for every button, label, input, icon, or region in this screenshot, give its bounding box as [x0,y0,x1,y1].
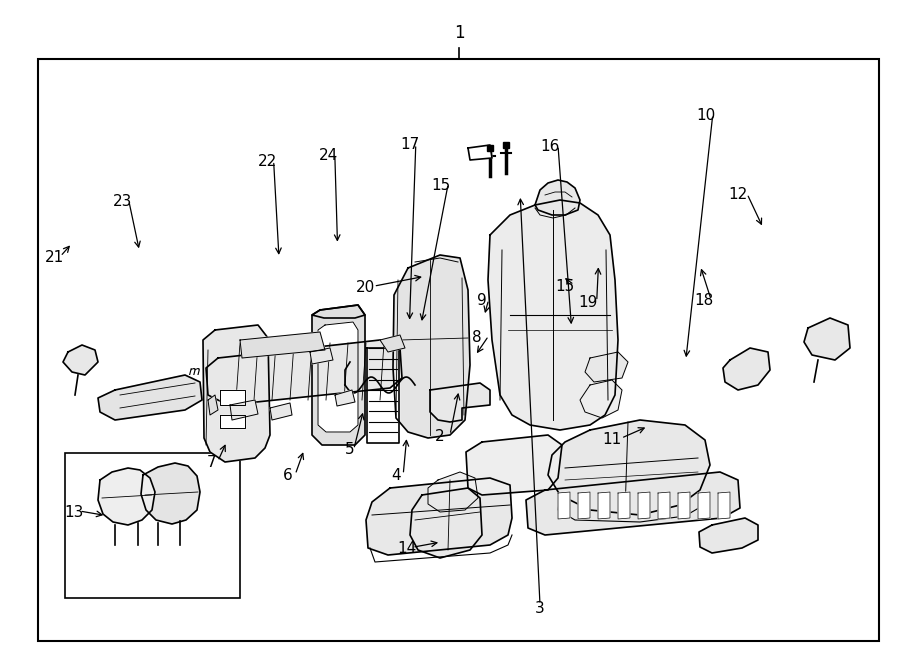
Polygon shape [393,255,470,438]
Text: 24: 24 [319,148,338,163]
Polygon shape [526,472,740,535]
Polygon shape [203,325,270,462]
Polygon shape [98,468,155,525]
Polygon shape [718,492,730,519]
Text: 13: 13 [64,505,84,520]
Text: 2: 2 [435,429,444,444]
Polygon shape [410,488,482,558]
Text: 3: 3 [536,601,544,615]
Text: 5: 5 [345,442,354,457]
Polygon shape [98,375,202,420]
Polygon shape [678,492,690,519]
Text: 15: 15 [431,178,451,192]
Text: 11: 11 [602,432,622,447]
Text: 23: 23 [112,194,132,209]
Polygon shape [558,492,570,519]
Polygon shape [428,472,478,512]
Text: 18: 18 [694,293,714,308]
Polygon shape [208,395,218,415]
Text: 14: 14 [397,541,417,556]
Polygon shape [240,332,325,358]
Polygon shape [585,352,628,382]
Text: 8: 8 [472,330,482,344]
Text: $\mathcal{m}$: $\mathcal{m}$ [186,363,201,377]
Text: 17: 17 [400,137,419,151]
Text: 19: 19 [578,295,598,310]
Text: 10: 10 [696,108,716,123]
Polygon shape [206,340,402,405]
Text: 20: 20 [356,280,375,295]
Polygon shape [578,492,590,519]
Text: 15: 15 [555,279,575,293]
Text: 21: 21 [44,251,64,265]
Polygon shape [723,348,770,390]
Polygon shape [468,145,492,160]
Text: 6: 6 [284,469,292,483]
Text: 22: 22 [257,155,277,169]
Polygon shape [488,200,618,430]
Polygon shape [804,318,850,360]
Polygon shape [270,403,292,420]
Polygon shape [312,305,365,445]
Text: 12: 12 [728,188,748,202]
Polygon shape [318,322,358,432]
Polygon shape [548,420,710,515]
Polygon shape [310,348,333,364]
Polygon shape [598,492,610,519]
Bar [65,453,240,598]
Polygon shape [220,415,245,428]
Polygon shape [366,478,512,555]
Polygon shape [335,390,355,406]
Polygon shape [367,348,399,443]
Polygon shape [535,180,580,215]
Polygon shape [638,492,650,519]
Text: 1: 1 [454,24,464,42]
Text: 4: 4 [392,469,400,483]
Polygon shape [580,380,622,418]
Polygon shape [380,335,405,352]
Polygon shape [466,435,562,495]
Bar [38,59,879,641]
Polygon shape [220,390,245,405]
Polygon shape [63,345,98,375]
Polygon shape [698,492,710,519]
Polygon shape [141,463,200,524]
Polygon shape [230,400,258,420]
Polygon shape [430,383,490,422]
Text: 9: 9 [477,293,486,308]
Polygon shape [658,492,670,519]
Polygon shape [699,518,758,553]
Text: 16: 16 [540,139,560,154]
Polygon shape [618,492,630,519]
Text: 7: 7 [207,455,216,470]
